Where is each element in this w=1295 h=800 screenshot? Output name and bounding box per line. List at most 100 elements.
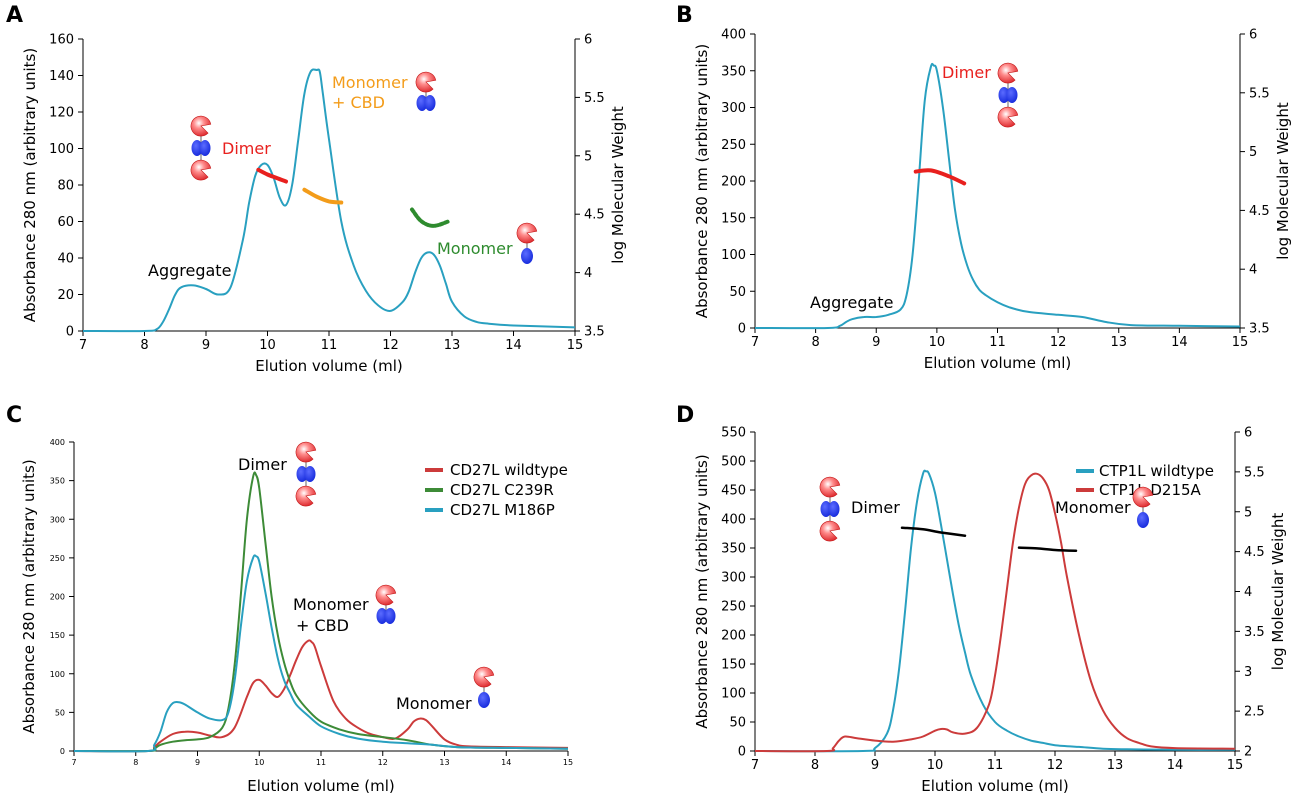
- x-tick-label: 15: [567, 338, 584, 353]
- x-tick-label: 12: [382, 338, 399, 353]
- y2-axis-title: log Molecular Weight: [1269, 513, 1287, 671]
- y-tick-label: 150: [50, 631, 65, 640]
- binding-domain-icon: [416, 95, 428, 111]
- y-tick-label: 500: [721, 455, 746, 470]
- catalytic-domain-icon: [997, 62, 1019, 84]
- y-tick-label: 400: [50, 438, 65, 447]
- y-tick-label: 200: [50, 593, 65, 602]
- y-tick-label: 100: [50, 670, 65, 679]
- series-line: [754, 62, 1241, 330]
- x-tick-label: 11: [989, 335, 1006, 350]
- annotation-dimer: Dimer: [238, 455, 287, 474]
- annotation-monomer: Monomer: [396, 694, 472, 713]
- annotation-monomer-cbd-line1: Monomer: [332, 73, 408, 92]
- mw-overlay-line: [900, 526, 967, 537]
- x-tick-label: 7: [751, 758, 759, 773]
- panel-label-b: B: [676, 3, 693, 28]
- y-tick-label: 0: [60, 747, 65, 756]
- y2-tick-label: 5: [1249, 145, 1257, 160]
- x-tick-label: 8: [133, 758, 138, 767]
- legend-label-ctp1l-wildtype: CTP1L wildtype: [1099, 462, 1214, 480]
- y-tick-label: 0: [738, 322, 746, 337]
- catalytic-domain-icon: [819, 476, 841, 498]
- annotation-dimer: Dimer: [942, 63, 991, 82]
- catalytic-domain-icon: [415, 71, 437, 93]
- x-tick-label: 14: [501, 758, 511, 767]
- y2-tick-label: 4: [584, 266, 592, 281]
- y-tick-label: 150: [721, 658, 746, 673]
- y-tick-label: 350: [721, 64, 746, 79]
- annotation-aggregate: Aggregate: [810, 293, 893, 312]
- x-tick-label: 14: [505, 338, 522, 353]
- y-tick-label: 20: [57, 288, 74, 303]
- y2-tick-label: 3.5: [1244, 625, 1265, 640]
- y-tick-label: 0: [66, 325, 74, 340]
- series-line: [73, 639, 569, 753]
- binding-domain-icon: [304, 466, 316, 482]
- series-line: [754, 469, 1236, 753]
- y2-tick-label: 4: [1244, 585, 1252, 600]
- y2-tick-label: 3: [1244, 665, 1252, 680]
- y-tick-label: 100: [721, 248, 746, 263]
- y2-tick-label: 6: [1249, 28, 1257, 43]
- y2-axis-title: log Molecular Weight: [1274, 102, 1292, 260]
- x-tick-label: 7: [751, 335, 759, 350]
- y-tick-label: 300: [721, 101, 746, 116]
- y-tick-label: 50: [729, 285, 746, 300]
- y-tick-label: 100: [49, 142, 74, 157]
- y-tick-label: 0: [738, 745, 746, 760]
- y2-tick-label: 5: [1244, 505, 1252, 520]
- annotation-monomer-cbd-line2: + CBD: [296, 616, 349, 635]
- x-tick-label: 13: [439, 758, 449, 767]
- panel-d: 7 8 9 10 11 12 13 14 150501001502002503003504004…: [693, 426, 1287, 796]
- y2-tick-label: 4.5: [1244, 545, 1265, 560]
- series-line: [82, 68, 576, 333]
- y-tick-label: 150: [721, 211, 746, 226]
- x-axis-title: Elution volume (ml): [921, 777, 1068, 795]
- y2-tick-label: 3.5: [584, 325, 605, 340]
- y-tick-label: 40: [57, 252, 74, 267]
- y-tick-label: 80: [57, 179, 74, 194]
- y-tick-label: 120: [49, 106, 74, 121]
- binding-domain-icon: [1137, 512, 1149, 528]
- y-tick-label: 200: [721, 629, 746, 644]
- y-tick-label: 140: [49, 69, 74, 84]
- x-tick-label: 12: [378, 758, 388, 767]
- x-tick-label: 15: [1227, 758, 1244, 773]
- legend-panel-c: CD27L wildtype CD27L C239R CD27L M186P: [425, 461, 568, 519]
- catalytic-domain-icon: [295, 441, 317, 463]
- mw-overlay-line: [256, 167, 288, 184]
- annotation-monomer: Monomer: [437, 239, 513, 258]
- y-tick-label: 160: [49, 33, 74, 48]
- x-tick-label: 8: [140, 338, 148, 353]
- x-tick-label: 14: [1171, 335, 1188, 350]
- binding-domain-icon: [478, 692, 490, 708]
- binding-domain-icon: [1006, 87, 1018, 103]
- y2-tick-label: 2: [1244, 745, 1252, 760]
- y-tick-label: 350: [50, 477, 65, 486]
- catalytic-domain-icon: [190, 159, 212, 181]
- y-tick-label: 250: [721, 138, 746, 153]
- annotation-monomer: Monomer: [1055, 498, 1131, 517]
- catalytic-domain-icon: [997, 106, 1019, 128]
- annotation-monomer-cbd-line2: + CBD: [332, 93, 385, 112]
- annotation-aggregate: Aggregate: [148, 261, 231, 280]
- y-tick-label: 50: [729, 716, 746, 731]
- y2-tick-label: 5: [584, 149, 592, 164]
- x-tick-label: 13: [444, 338, 461, 353]
- y2-tick-label: 4: [1249, 263, 1257, 278]
- x-tick-label: 10: [259, 338, 276, 353]
- binding-domain-icon: [998, 87, 1010, 103]
- y-tick-label: 50: [55, 708, 65, 717]
- x-tick-label: 13: [1107, 758, 1124, 773]
- catalytic-domain-icon: [375, 584, 397, 606]
- x-tick-label: 10: [254, 758, 264, 767]
- binding-domain-icon: [521, 248, 533, 264]
- y2-tick-label: 3.5: [1249, 322, 1270, 337]
- y2-tick-label: 4.5: [1249, 204, 1270, 219]
- x-axis-title: Elution volume (ml): [924, 354, 1071, 372]
- binding-domain-icon: [384, 608, 396, 624]
- x-tick-label: 10: [927, 758, 944, 773]
- binding-domain-icon: [199, 140, 211, 156]
- y2-tick-label: 2.5: [1244, 705, 1265, 720]
